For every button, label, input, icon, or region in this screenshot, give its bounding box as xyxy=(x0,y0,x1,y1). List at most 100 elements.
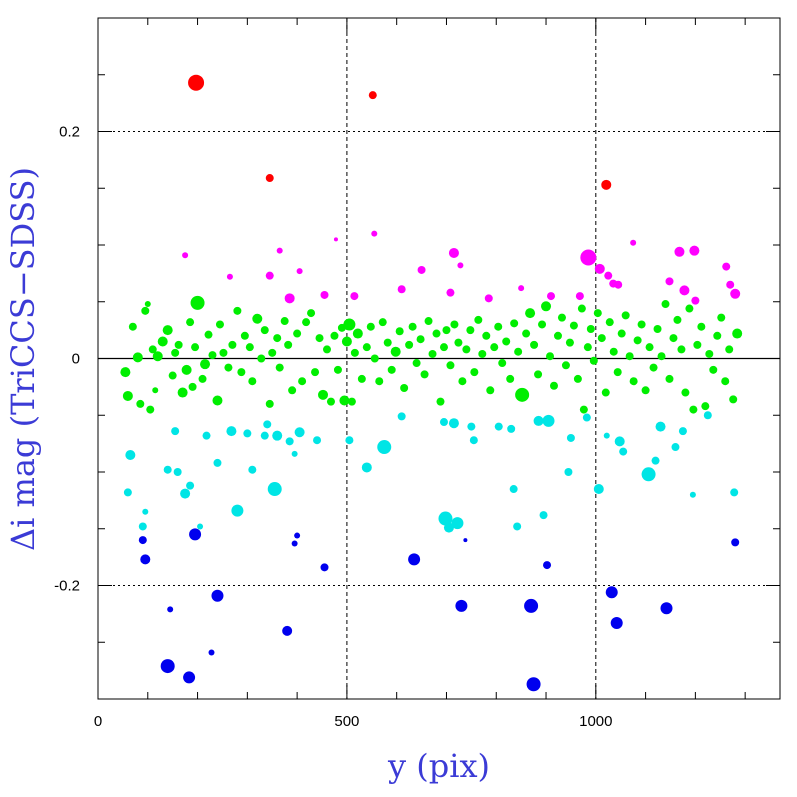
data-point xyxy=(267,482,282,497)
data-point xyxy=(257,354,266,363)
data-point xyxy=(378,318,387,327)
data-point xyxy=(661,300,670,309)
data-point xyxy=(333,365,342,374)
data-point xyxy=(339,395,350,406)
data-point xyxy=(617,329,626,338)
data-point xyxy=(448,247,459,258)
data-point xyxy=(575,292,584,301)
data-point xyxy=(614,280,623,289)
y-axis-label: Δi mag (TriCCS−SDSS) xyxy=(4,167,42,551)
data-point xyxy=(313,436,322,445)
data-point xyxy=(122,390,133,401)
data-point xyxy=(211,589,224,602)
data-point xyxy=(294,427,305,438)
data-point xyxy=(543,561,552,570)
data-point xyxy=(586,324,595,333)
data-point xyxy=(614,436,625,447)
data-point xyxy=(180,488,191,499)
data-point xyxy=(138,536,147,545)
data-point xyxy=(318,389,329,400)
data-point xyxy=(681,388,690,397)
data-point xyxy=(603,432,610,439)
data-point xyxy=(377,440,392,455)
data-point xyxy=(191,343,200,352)
data-point xyxy=(713,331,722,340)
data-point xyxy=(293,329,302,338)
data-point xyxy=(674,246,685,257)
data-point xyxy=(583,343,592,352)
data-point xyxy=(604,271,613,280)
data-point xyxy=(633,336,642,345)
data-point xyxy=(315,334,324,343)
data-point xyxy=(375,377,384,386)
data-point xyxy=(593,484,604,495)
data-point xyxy=(144,301,151,308)
data-point xyxy=(420,370,429,379)
data-point xyxy=(168,371,177,380)
data-point xyxy=(276,247,283,254)
data-point xyxy=(341,336,352,347)
data-point xyxy=(524,598,539,613)
data-point xyxy=(494,422,503,431)
data-point xyxy=(709,365,718,374)
data-point xyxy=(248,465,257,474)
data-point xyxy=(454,338,463,347)
data-point xyxy=(665,277,674,286)
data-point xyxy=(160,659,175,674)
data-point xyxy=(539,511,548,520)
data-point xyxy=(573,374,582,383)
data-point xyxy=(645,343,654,352)
data-point xyxy=(302,318,311,327)
data-point xyxy=(726,280,735,289)
data-point xyxy=(610,616,623,629)
data-point xyxy=(397,412,406,421)
data-point xyxy=(446,361,455,370)
data-point xyxy=(697,322,706,331)
data-point xyxy=(509,485,518,494)
data-point xyxy=(140,554,151,565)
data-point xyxy=(350,292,359,301)
data-point xyxy=(265,399,274,408)
y-tick-label: 0.2 xyxy=(59,124,80,141)
data-point xyxy=(629,377,638,386)
data-point xyxy=(660,602,673,615)
data-point xyxy=(123,488,132,497)
axis-ticks xyxy=(97,17,780,700)
data-point xyxy=(136,399,145,408)
tick-labels: 0 500 1000 0.2 0 -0.2 xyxy=(54,124,612,731)
data-point xyxy=(320,290,329,299)
data-point xyxy=(226,426,237,437)
data-point xyxy=(350,348,359,357)
data-point xyxy=(731,538,740,547)
data-point xyxy=(469,436,478,445)
data-point xyxy=(703,411,712,420)
data-point xyxy=(655,421,666,432)
data-point xyxy=(237,368,246,377)
data-point xyxy=(208,649,215,656)
data-point xyxy=(291,450,298,457)
data-point xyxy=(553,331,562,340)
data-point xyxy=(470,368,479,377)
x-axis-label: y (pix) xyxy=(387,747,490,785)
data-point xyxy=(625,352,634,361)
data-point xyxy=(132,352,143,363)
data-point xyxy=(725,345,734,354)
data-point xyxy=(582,413,591,422)
data-point xyxy=(649,363,658,372)
data-point xyxy=(215,320,224,329)
data-point xyxy=(458,377,467,386)
data-point xyxy=(326,397,335,406)
data-point xyxy=(569,321,578,330)
data-point xyxy=(557,313,566,322)
data-point xyxy=(366,322,375,331)
data-point xyxy=(546,352,555,361)
data-point xyxy=(691,296,700,305)
data-point xyxy=(498,359,507,368)
data-point xyxy=(446,288,455,297)
x-tick-label: 500 xyxy=(334,713,359,730)
data-point xyxy=(311,368,320,377)
data-point xyxy=(619,447,628,456)
data-point xyxy=(416,335,425,344)
data-point xyxy=(188,382,197,391)
data-point xyxy=(233,306,242,315)
